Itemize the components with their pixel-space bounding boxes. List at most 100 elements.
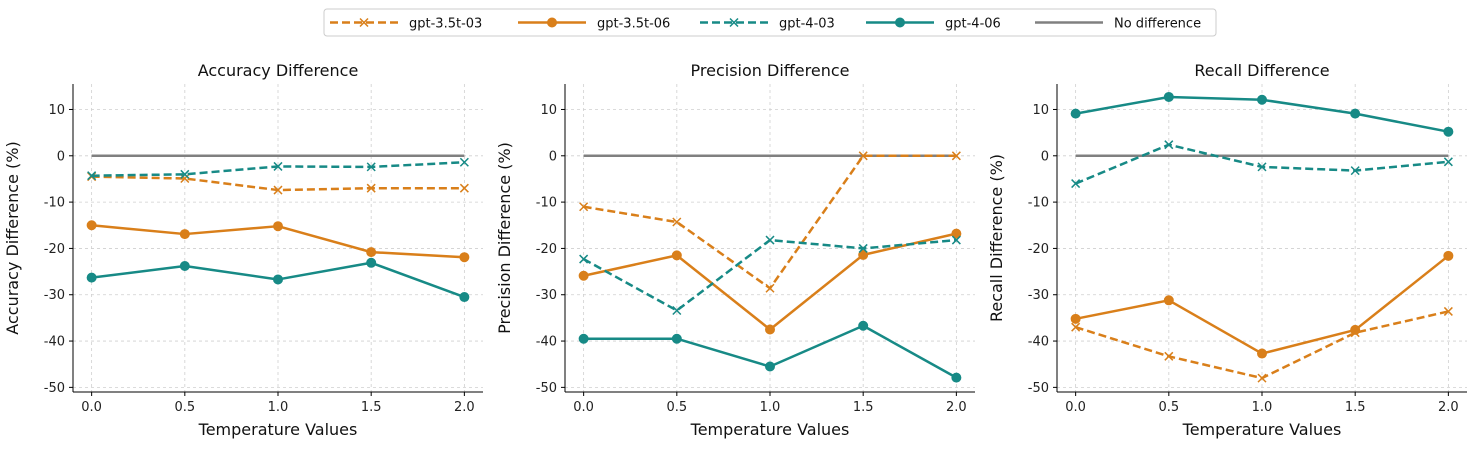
data-point <box>366 183 376 193</box>
data-point <box>671 250 682 261</box>
data-point <box>1443 250 1454 261</box>
y-tick-label: 0 <box>57 149 65 164</box>
x-axis-label: Temperature Values <box>198 420 358 439</box>
legend-marker <box>895 17 905 28</box>
y-tick-label: -50 <box>536 381 557 396</box>
legend-label: gpt-4-03 <box>779 17 835 32</box>
x-tick-label: 1.0 <box>268 400 289 415</box>
y-axis-label: Recall Difference (%) <box>987 154 1006 322</box>
series-gpt-4-03 <box>87 157 469 181</box>
data-point <box>366 257 377 268</box>
legend-item-gpt-3-5t-03: gpt-3.5t-03 <box>330 17 482 32</box>
series-gpt-4-06 <box>86 257 470 303</box>
data-point <box>951 228 962 239</box>
y-axis-label: Accuracy Difference (%) <box>3 141 22 334</box>
data-point <box>273 221 283 232</box>
data-point <box>672 217 682 227</box>
data-point <box>1257 94 1267 105</box>
y-tick-label: 10 <box>48 103 65 118</box>
legend-marker <box>359 17 369 28</box>
legend-box <box>323 8 1217 37</box>
series-gpt-3-5t-06 <box>86 220 470 263</box>
series-gpt-4-03 <box>579 235 961 316</box>
data-point <box>366 247 377 258</box>
data-point <box>672 305 682 316</box>
data-point <box>951 151 961 161</box>
data-point <box>180 173 190 184</box>
x-axis-label: Temperature Values <box>690 420 850 439</box>
panel-precision-difference: 0.0 0.5 1.0 1.5 2.0 10 0 -10 -20 -30 -40 -50 Precisi… <box>495 61 975 439</box>
data-point <box>1164 140 1174 150</box>
x-tick-label: 2.0 <box>1438 400 1459 415</box>
data-point <box>765 235 775 245</box>
legend-item-gpt-3-5t-06: gpt-3.5t-06 <box>518 17 670 32</box>
x-tick-label: 1.0 <box>1252 400 1273 415</box>
data-point <box>578 333 589 344</box>
x-tick-label: 1.5 <box>1345 400 1366 415</box>
y-tick-label: -50 <box>44 381 65 396</box>
legend-label: No difference <box>1114 17 1201 32</box>
data-point <box>1350 108 1361 119</box>
data-point <box>858 249 869 260</box>
grid <box>565 84 975 392</box>
legend-label: gpt-3.5t-06 <box>597 17 670 32</box>
y-tick-label: -10 <box>536 196 557 211</box>
y-axis-label: Precision Difference (%) <box>495 142 514 334</box>
data-point <box>1163 295 1174 306</box>
legend-label: gpt-3.5t-03 <box>409 17 482 32</box>
x-tick-label: 0.0 <box>81 400 102 415</box>
data-point <box>459 183 469 193</box>
data-point <box>579 254 589 264</box>
data-point <box>86 272 97 283</box>
x-axis-label: Temperature Values <box>1182 420 1342 439</box>
data-point <box>765 283 775 293</box>
series-gpt-3-5t-03 <box>579 151 961 293</box>
x-tick-label: 0.5 <box>1158 400 1179 415</box>
y-tick-label: 10 <box>540 103 557 118</box>
data-point <box>1443 157 1453 167</box>
data-point <box>459 157 469 167</box>
data-point <box>1257 348 1267 359</box>
y-tick-label: -50 <box>1028 381 1049 396</box>
legend-item-gpt-4-06: gpt-4-06 <box>866 17 1001 32</box>
grid <box>1057 84 1467 392</box>
y-tick-label: -20 <box>536 242 557 257</box>
x-tick-label: 2.0 <box>454 400 475 415</box>
data-point <box>1443 126 1454 137</box>
panel-accuracy-difference: 0.0 0.5 1.0 1.5 2.0 10 0 -10 -20 -30 -40 -50 Accurac… <box>3 61 483 439</box>
data-point <box>1257 373 1267 383</box>
legend-item-gpt-4-03: gpt-4-03 <box>700 17 835 32</box>
data-point <box>858 243 868 253</box>
data-point <box>459 252 470 263</box>
data-point <box>765 324 775 335</box>
data-point <box>765 361 775 372</box>
data-point <box>1350 324 1361 335</box>
x-tick-label: 1.5 <box>853 400 874 415</box>
x-tick-label: 0.5 <box>174 400 195 415</box>
data-point <box>1070 313 1081 324</box>
y-tick-label: -40 <box>536 335 557 350</box>
data-point <box>1350 166 1360 176</box>
series-gpt-3-5t-06 <box>578 228 962 335</box>
y-tick-label: -30 <box>44 288 65 303</box>
data-point <box>86 220 97 231</box>
data-point <box>87 171 97 181</box>
y-tick-label: -30 <box>536 288 557 303</box>
series-gpt-4-06 <box>578 320 962 383</box>
y-tick-label: -20 <box>1028 242 1049 257</box>
series-line <box>583 238 957 312</box>
data-point <box>179 261 190 272</box>
data-point <box>180 169 190 179</box>
data-point <box>273 185 283 195</box>
x-tick-label: 0.0 <box>573 400 594 415</box>
y-tick-label: -40 <box>44 335 65 350</box>
legend-label: gpt-4-06 <box>945 17 1001 32</box>
data-point <box>1163 91 1174 102</box>
data-point <box>1071 322 1081 332</box>
data-point <box>273 161 283 171</box>
data-point <box>1257 162 1267 172</box>
x-tick-label: 0.5 <box>666 400 687 415</box>
panel-title: Recall Difference <box>1194 61 1329 80</box>
y-tick-label: -10 <box>1028 196 1049 211</box>
y-tick-label: 0 <box>1041 149 1049 164</box>
